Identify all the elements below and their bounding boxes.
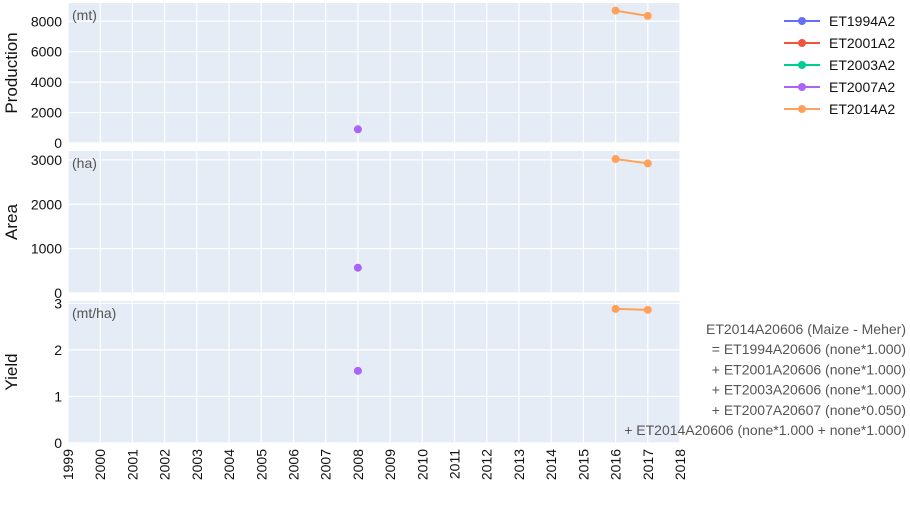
x-tick-label: 2000 [92,449,108,480]
unit-label: (mt/ha) [72,305,116,321]
legend-label: ET2014A2 [829,101,895,117]
x-tick-label: 1999 [60,449,76,480]
y-axis-title: Production [2,32,21,113]
y-tick-label: 0 [54,135,62,151]
y-tick-label: 1 [54,388,62,404]
legend-label: ET2001A2 [829,35,895,51]
x-tick-label: 2010 [414,449,430,480]
annotation-line: = ET1994A20606 (none*1.000) [712,341,906,357]
x-tick-label: 2011 [447,449,463,479]
legend-label: ET1994A2 [829,13,895,29]
y-tick-label: 1000 [31,241,62,257]
annotation-line: ET2014A20606 (Maize - Meher) [706,321,906,337]
y-tick-label: 6000 [31,44,62,60]
legend-label: ET2003A2 [829,57,895,73]
y-tick-label: 8000 [31,13,62,29]
legend-swatch-marker [798,105,806,113]
x-tick-label: 2013 [511,449,527,480]
annotation-line: + ET2003A20606 (none*1.000) [712,382,906,398]
legend-swatch-marker [798,39,806,47]
x-tick-label: 2002 [157,449,173,480]
x-tick-label: 2012 [479,449,495,480]
data-point-ET2007A2 [353,366,362,375]
series-line-ET2014A2 [615,157,648,165]
legend-swatch-marker [798,17,806,25]
data-point-ET2007A2 [353,263,362,272]
x-tick-label: 2001 [124,449,140,480]
x-tick-label: 2008 [350,449,366,480]
x-tick-label: 2016 [608,449,624,480]
unit-label: (ha) [72,155,97,171]
y-tick-label: 3000 [31,152,62,168]
data-point-ET2014A2 [611,304,620,313]
data-point-ET2007A2 [353,125,362,134]
x-tick-label: 2003 [189,449,205,480]
y-tick-label: 2000 [31,196,62,212]
series-line-ET2014A2 [615,307,648,311]
data-point-ET2014A2 [643,305,652,314]
x-tick-label: 2004 [221,449,237,480]
y-tick-label: 0 [54,435,62,451]
plot-background [68,3,680,143]
x-tick-label: 2006 [285,449,301,480]
legend-label: ET2007A2 [829,79,895,95]
y-tick-label: 3 [54,295,62,311]
data-point-ET2014A2 [611,154,620,163]
x-tick-label: 2007 [318,449,334,480]
data-point-ET2014A2 [643,159,652,168]
y-tick-label: 0 [54,285,62,301]
y-axis-title: Yield [2,353,21,390]
x-tick-label: 2015 [575,449,591,480]
annotation-line: + ET2007A20607 (none*0.050) [712,402,906,418]
x-tick-label: 2005 [253,449,269,480]
x-tick-label: 2009 [382,449,398,480]
x-tick-label: 2018 [672,449,688,480]
x-tick-label: 2014 [543,449,559,480]
annotation-line: + ET2001A20606 (none*1.000) [712,361,906,377]
data-point-ET2014A2 [643,11,652,20]
plot-background [68,151,680,293]
annotation-line: + ET2014A20606 (none*1.000 + none*1.000) [624,422,906,438]
data-point-ET2014A2 [611,6,620,15]
unit-label: (mt) [72,7,97,23]
series-line-ET2014A2 [615,9,648,17]
plot-background [68,301,680,443]
legend-swatch-marker [798,83,806,91]
y-tick-label: 2000 [31,105,62,121]
y-tick-label: 2 [54,342,62,358]
legend-swatch-marker [798,61,806,69]
y-axis-title: Area [2,204,21,240]
x-tick-label: 2017 [640,449,656,480]
y-tick-label: 4000 [31,74,62,90]
